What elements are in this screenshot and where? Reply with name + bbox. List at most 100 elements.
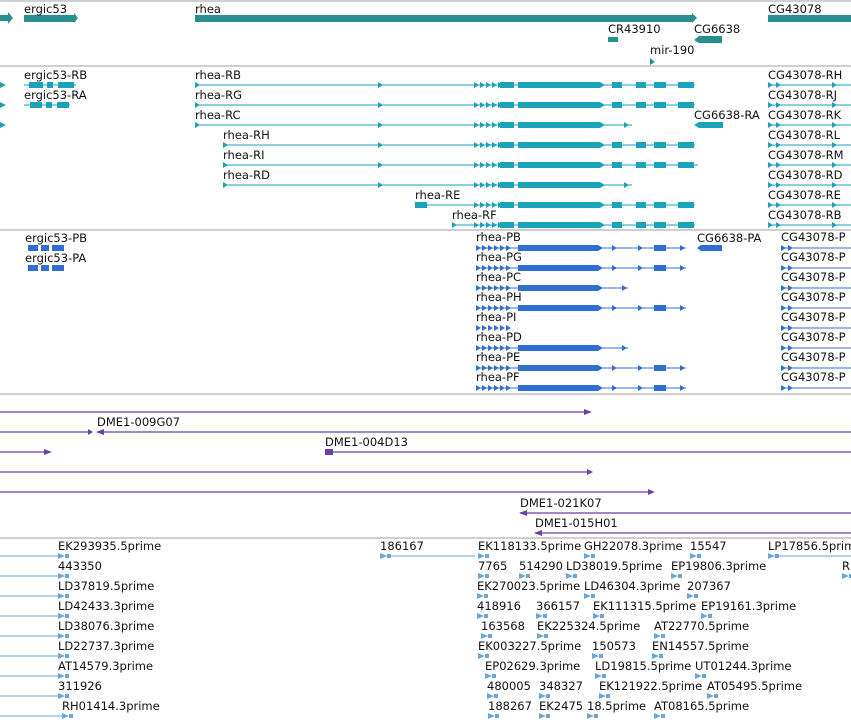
transcript-rhea-RI[interactable]: rhea-RI (223, 148, 698, 168)
est-feature[interactable]: AT08165.5prime (654, 699, 749, 719)
gene-CG6638[interactable]: CG6638 (694, 22, 740, 43)
protein-ergic53-PB[interactable]: ergic53-PB (25, 231, 87, 251)
transcript-CG43078-RM[interactable]: CG43078-RM (768, 148, 851, 168)
gene-glyph[interactable] (0, 12, 13, 24)
est-feature[interactable]: EP19806.3prime (671, 559, 766, 579)
est-feature[interactable]: 311926 (0, 679, 102, 699)
est-feature[interactable]: EN14557.5prime (652, 639, 749, 659)
est-feature[interactable]: 7765 (478, 559, 507, 579)
clone-DME1-009G07[interactable]: DME1-009G07 (0, 415, 851, 435)
transcript-rhea-RH[interactable]: rhea-RH (223, 128, 695, 148)
est-feature[interactable]: EK225324.5prime (537, 619, 640, 639)
est-feature[interactable]: LD46304.3prime (584, 579, 680, 599)
est-feature[interactable]: EK003227.5prime (478, 639, 581, 659)
est-feature[interactable]: EK118133.5prime (478, 539, 581, 559)
protein-rhea-PC[interactable]: rhea-PC (476, 270, 628, 291)
clone-DME1-021K07[interactable]: DME1-021K07 (519, 496, 851, 516)
est-feature[interactable]: AT14579.3prime (0, 659, 153, 679)
est-feature[interactable]: AT22770.5prime (654, 619, 749, 639)
transcript-rhea-RD[interactable]: rhea-RD (223, 168, 632, 188)
protein-rhea-PD[interactable]: rhea-PD (476, 330, 628, 351)
transcript-rhea-RC[interactable]: rhea-RC (195, 108, 632, 128)
protein-CG43078-P-6[interactable]: CG43078-P (781, 350, 851, 371)
est-feature[interactable]: 207367 (687, 579, 731, 599)
gene-CR43910[interactable]: CR43910 (608, 22, 661, 42)
est-feature[interactable]: LD38019.5prime (566, 559, 662, 579)
gene-ergic53[interactable]: ergic53 (24, 2, 78, 23)
est-feature[interactable]: 443350 (0, 559, 102, 579)
transcript-CG43078-RJ[interactable]: CG43078-RJ (768, 88, 851, 108)
transcript-CG43078-RE[interactable]: CG43078-RE (768, 188, 851, 208)
protein-rhea-PG[interactable]: rhea-PG (476, 250, 686, 271)
protein-CG6638-PA[interactable]: CG6638-PA (697, 231, 762, 251)
clone-line[interactable] (0, 449, 52, 455)
est-feature[interactable]: AT05495.5prime (707, 679, 802, 699)
est-label: 188267 (488, 699, 532, 713)
protein-rhea-PF[interactable]: rhea-PF (476, 370, 686, 391)
est-label: 514290 (519, 559, 563, 573)
gene-rhea[interactable]: rhea (195, 2, 697, 23)
transcript-CG43078-RL[interactable]: CG43078-RL (768, 128, 851, 148)
transcript-rhea-RE[interactable]: rhea-RE (415, 188, 695, 208)
est-feature[interactable]: 188267 (488, 699, 532, 719)
est-feature[interactable]: EK121922.5prime (599, 679, 702, 699)
est-feature[interactable]: EP02629.3prime (485, 659, 580, 679)
transcript-rhea-RF[interactable]: rhea-RF (452, 208, 695, 228)
est-feature[interactable]: EK111315.5prime (593, 599, 696, 619)
est-feature[interactable]: LP17856.5prime (768, 539, 851, 559)
clone-line[interactable] (0, 469, 593, 475)
est-feature[interactable]: LD19815.5prime (595, 659, 691, 679)
clone-line[interactable] (0, 409, 592, 415)
protein-CG43078-P-1[interactable]: CG43078-P (781, 250, 851, 271)
transcript-rhea-RG[interactable]: rhea-RG (195, 88, 695, 108)
protein-rhea-PE[interactable]: rhea-PE (476, 350, 686, 371)
transcript-CG6638-RA[interactable]: CG6638-RA (694, 108, 760, 128)
est-feature[interactable]: EK270023.5prime (477, 579, 580, 599)
transcript-ergic53-RB[interactable]: ergic53-RB (24, 68, 87, 88)
est-feature[interactable]: R (842, 559, 851, 579)
gene-CG43078[interactable]: CG43078 (768, 2, 851, 22)
protein-ergic53-PA[interactable]: ergic53-PA (25, 251, 86, 271)
est-feature[interactable]: 366157 (536, 599, 580, 619)
est-label: LD46304.3prime (584, 579, 680, 593)
protein-rhea-PB[interactable]: rhea-PB (476, 230, 686, 251)
protein-CG43078-P-2[interactable]: CG43078-P (781, 270, 851, 291)
est-feature[interactable]: 348327 (539, 679, 583, 699)
est-feature[interactable]: RH01414.3prime (0, 699, 160, 719)
est-feature[interactable]: 150573 (592, 639, 636, 659)
protein-CG43078-P-5[interactable]: CG43078-P (781, 330, 851, 351)
protein-CG43078-P-7[interactable]: CG43078-P (781, 370, 851, 391)
est-feature[interactable]: LD37819.5prime (0, 579, 154, 599)
protein-rhea-PH[interactable]: rhea-PH (476, 290, 686, 311)
transcript-CG43078-RD[interactable]: CG43078-RD (768, 168, 851, 188)
protein-rhea-PI[interactable]: rhea-PI (476, 310, 516, 331)
transcript-CG43078-RK[interactable]: CG43078-RK (768, 108, 851, 128)
transcript-rhea-RB[interactable]: rhea-RB (195, 68, 695, 88)
est-feature[interactable]: UT01244.3prime (695, 659, 792, 679)
est-feature[interactable]: EK2475 (539, 699, 583, 719)
clone-line[interactable] (0, 489, 655, 495)
est-feature[interactable]: LD42433.3prime (0, 599, 154, 619)
est-label: EK121922.5prime (599, 679, 702, 693)
est-feature[interactable]: 480005 (487, 679, 531, 699)
est-feature[interactable]: 186167 (380, 539, 475, 559)
transcript-CG43078-RH[interactable]: CG43078-RH (768, 68, 851, 88)
protein-CG43078-P-3[interactable]: CG43078-P (781, 290, 851, 311)
gene-mir-190[interactable]: mir-190 (650, 43, 695, 65)
est-feature[interactable]: 514290 (519, 559, 563, 579)
transcript-CG43078-RB[interactable]: CG43078-RB (768, 208, 851, 228)
est-feature[interactable]: LD22737.3prime (0, 639, 154, 659)
est-feature[interactable]: 163568 (481, 619, 525, 639)
protein-CG43078-P-0[interactable]: CG43078-P (781, 230, 851, 251)
clone-DME1-015H01[interactable]: DME1-015H01 (534, 516, 851, 536)
protein-CG43078-P-4[interactable]: CG43078-P (781, 310, 851, 331)
est-feature[interactable]: EP19161.3prime (701, 599, 796, 619)
est-feature[interactable]: 15547 (690, 539, 727, 559)
est-feature[interactable]: GH22078.3prime (584, 539, 683, 559)
est-feature[interactable]: 418916 (477, 599, 521, 619)
clone-DME1-004D13[interactable]: DME1-004D13 (325, 435, 851, 455)
est-feature[interactable]: EK293935.5prime (0, 539, 161, 559)
transcript-ergic53-RA[interactable]: ergic53-RA (24, 88, 87, 108)
est-feature[interactable]: 18.5prime (587, 699, 646, 719)
est-feature[interactable]: LD38076.3prime (0, 619, 154, 639)
